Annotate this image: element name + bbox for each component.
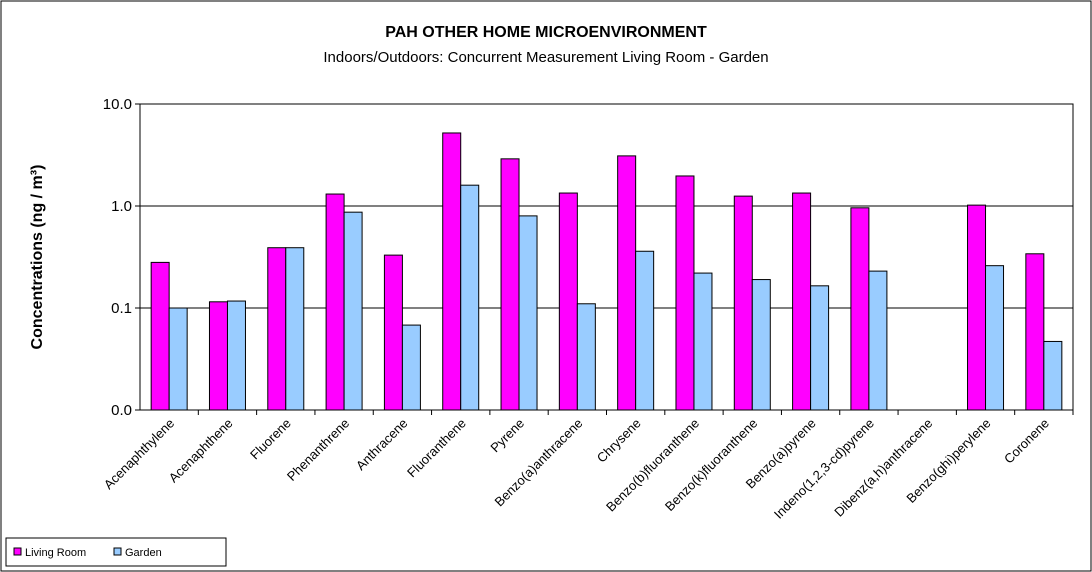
bar — [576, 303, 596, 411]
bar — [401, 324, 421, 411]
bar — [285, 247, 305, 411]
bar — [208, 301, 228, 411]
bar — [1025, 253, 1045, 411]
bar — [733, 195, 753, 411]
y-tick-label: 0.0 — [111, 402, 132, 419]
bar — [226, 300, 246, 411]
bar — [792, 192, 812, 411]
bar — [267, 247, 287, 411]
bar — [460, 184, 480, 411]
bar — [150, 261, 170, 411]
bar — [617, 155, 637, 411]
y-tick-label: 1.0 — [111, 198, 132, 215]
bar — [635, 250, 655, 411]
y-tick-label: 10.0 — [103, 96, 132, 113]
legend-swatch — [113, 547, 122, 556]
bar — [751, 279, 771, 411]
bar — [325, 193, 345, 411]
bar — [810, 285, 830, 411]
bar — [343, 211, 363, 411]
bar — [558, 192, 578, 411]
bar — [967, 204, 987, 411]
bar — [675, 175, 695, 411]
bar — [383, 254, 403, 411]
bar — [500, 158, 520, 411]
legend-swatch — [13, 547, 22, 556]
bar — [442, 132, 462, 411]
bar — [985, 265, 1005, 411]
bar — [168, 307, 188, 411]
legend-label: Living Room — [25, 547, 86, 559]
y-tick-label: 0.1 — [111, 300, 132, 317]
bar — [518, 215, 538, 411]
bar — [850, 207, 870, 411]
bar — [1043, 340, 1063, 411]
chart-title: PAH OTHER HOME MICROENVIRONMENT — [385, 24, 707, 41]
y-axis-label: Concentrations (ng / m³) — [29, 165, 46, 350]
bar — [868, 270, 888, 411]
bar — [693, 272, 713, 411]
chart-subtitle: Indoors/Outdoors: Concurrent Measurement… — [323, 49, 768, 66]
legend-label: Garden — [125, 547, 162, 559]
